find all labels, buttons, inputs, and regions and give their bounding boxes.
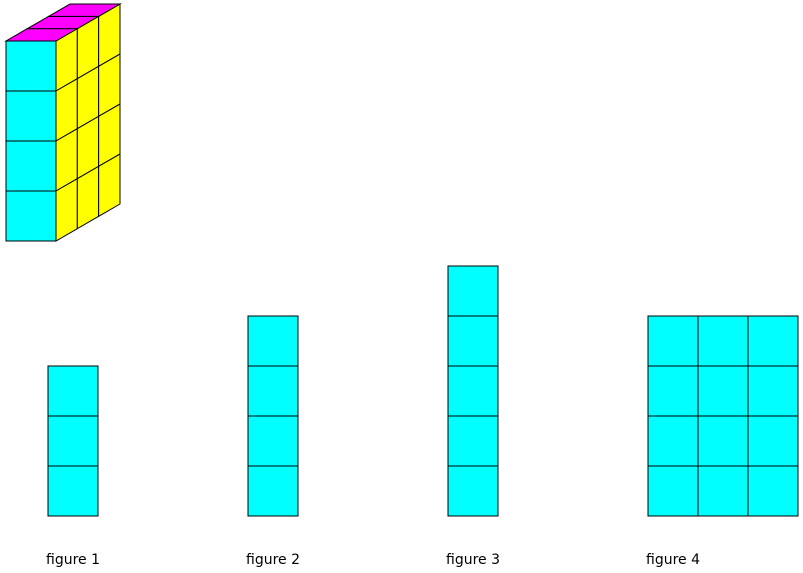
- figure-4-square: [697, 415, 749, 467]
- figure-1: [47, 365, 99, 517]
- figure-3-square: [447, 415, 499, 467]
- figure-4-square: [747, 465, 799, 517]
- figure-4-square: [747, 315, 799, 367]
- figure-4-square: [647, 315, 699, 367]
- figure-3-square: [447, 315, 499, 367]
- side-face: [98, 153, 121, 218]
- figure-2-square: [247, 415, 299, 467]
- figure-4-square: [697, 315, 749, 367]
- figure-3-square: [447, 265, 499, 317]
- figure-4-square: [697, 365, 749, 417]
- figure-1-square: [47, 415, 99, 467]
- figure-2-square: [247, 465, 299, 517]
- figure-4-square: [697, 465, 749, 517]
- figure-3-square: [447, 465, 499, 517]
- figure-4: [647, 315, 799, 517]
- figure-1-square: [47, 465, 99, 517]
- figure-1-square: [47, 365, 99, 417]
- front-face: [5, 140, 57, 192]
- figure-4-caption: figure 4: [646, 552, 700, 568]
- figure-3-square: [447, 365, 499, 417]
- figure-2-square: [247, 365, 299, 417]
- figure-2: [247, 315, 299, 517]
- figure-4-square: [747, 415, 799, 467]
- figure-3-caption: figure 3: [446, 552, 500, 568]
- front-face: [5, 190, 57, 242]
- figure-4-square: [747, 365, 799, 417]
- caption-set: figure 1 figure 2 figure 3 figure 4: [46, 552, 700, 568]
- figure-4-square: [647, 365, 699, 417]
- figure-3: [447, 265, 499, 517]
- top-face: [46, 3, 122, 17]
- figure-2-square: [247, 315, 299, 367]
- figure-2-caption: figure 2: [246, 552, 300, 568]
- figure-4-square: [647, 415, 699, 467]
- front-face: [5, 40, 57, 92]
- figure-1-caption: figure 1: [46, 552, 100, 568]
- isometric-cube-stack: [4, 3, 122, 242]
- front-face: [5, 90, 57, 142]
- figure-set: [47, 265, 799, 517]
- figure-4-square: [647, 465, 699, 517]
